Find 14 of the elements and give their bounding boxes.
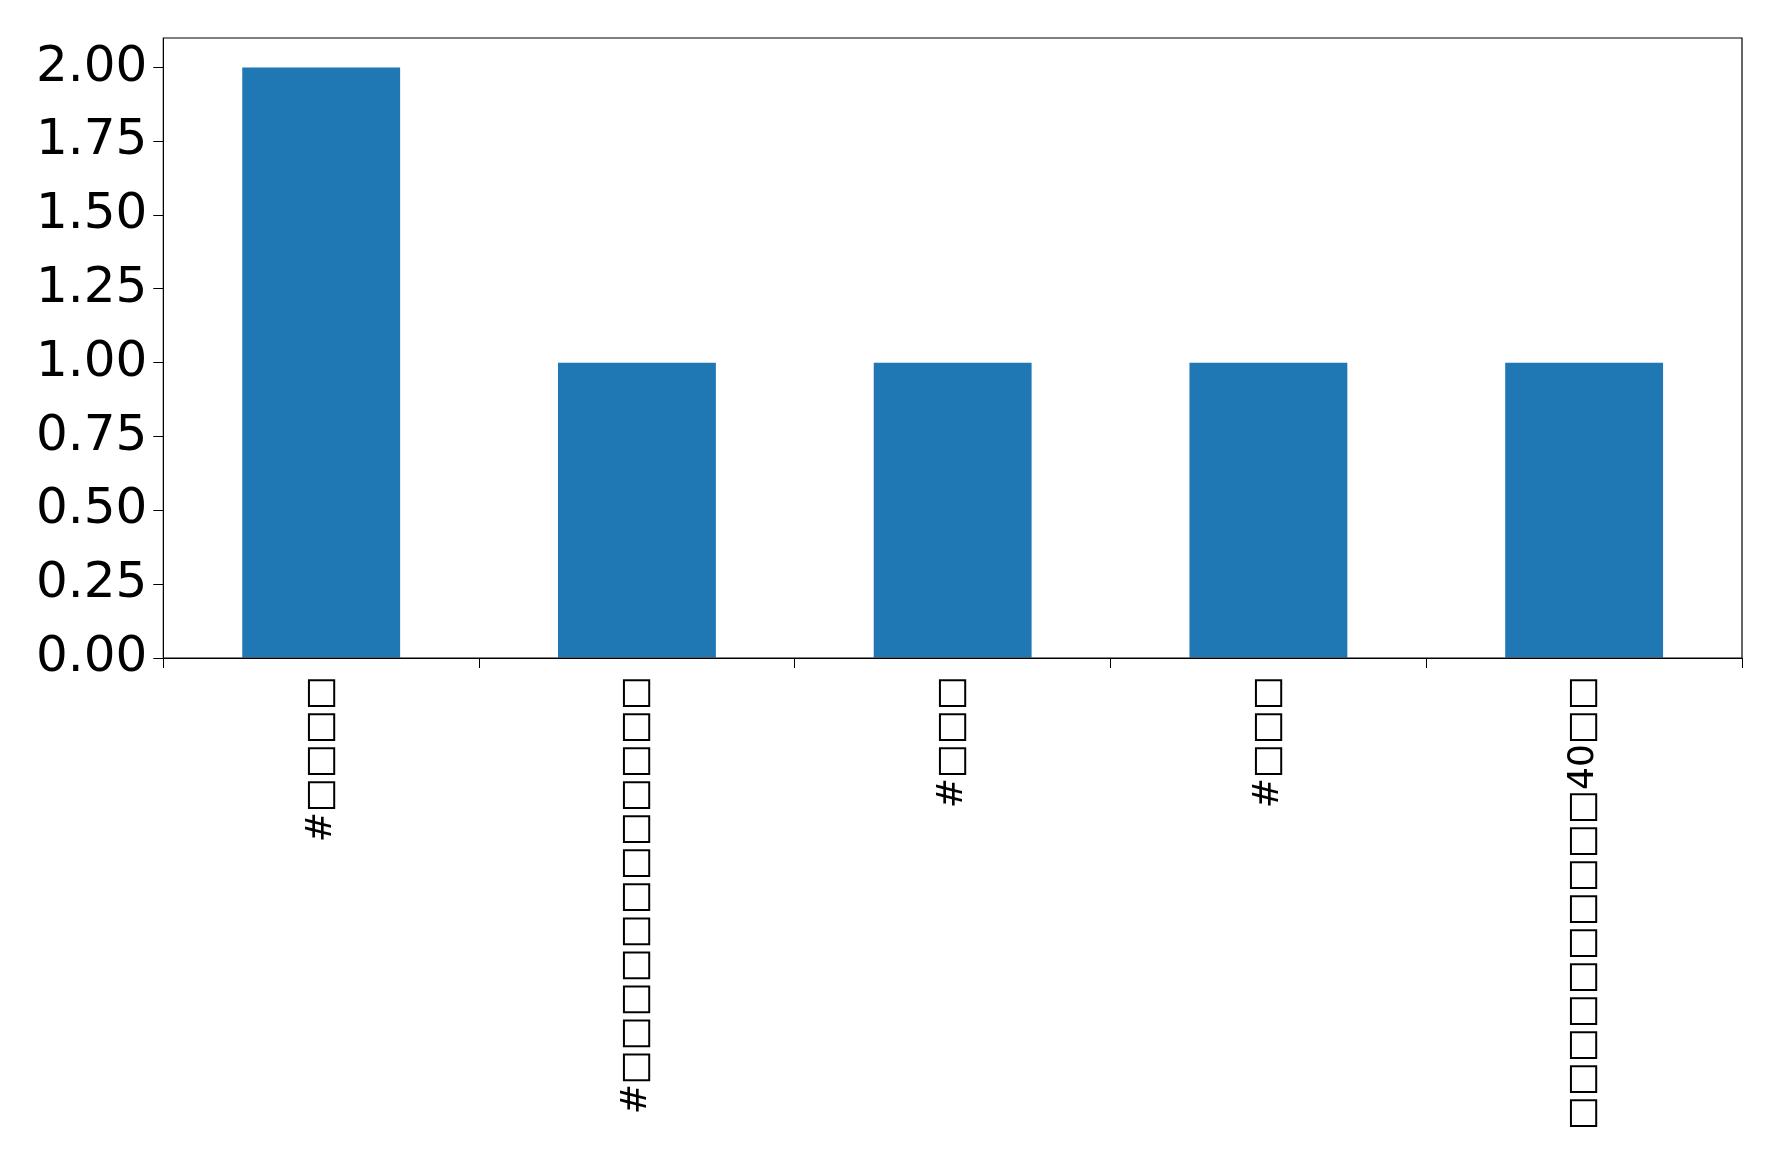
y-tick-label: 2.00 [36,34,148,93]
y-tick-label: 0.25 [36,551,148,610]
y-tick-label: 1.00 [36,329,148,388]
y-tick-label: 1.75 [36,108,148,167]
x-tick-label: #□□□ [1244,676,1286,809]
x-tick-label: #□□□ [929,676,971,809]
y-tick-label: 1.50 [36,182,148,241]
x-tick-label: □□□□□□□□□□40□□ [1560,676,1602,1131]
y-tick-label: 0.50 [36,477,148,536]
y-tick-label: 0.75 [36,403,148,462]
y-tick-label: 1.25 [36,255,148,314]
y-tick-label: 0.00 [36,625,148,684]
x-tick-label: #□□□□□□□□□□□□ [613,676,655,1115]
x-tick-label: #□□□□ [297,676,339,843]
